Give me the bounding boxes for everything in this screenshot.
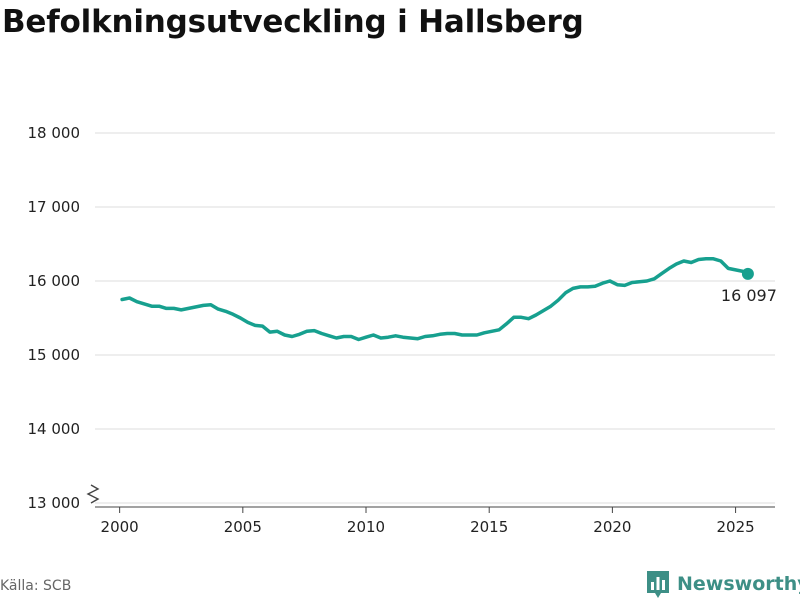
y-tick-label: 13 000 <box>28 494 81 512</box>
y-tick-labels: 13 000 14 000 15 000 16 000 17 000 18 000 <box>28 124 81 512</box>
newsworthy-brand: Newsworthy <box>645 569 800 599</box>
x-tick-label: 2020 <box>593 518 631 536</box>
y-tick-label: 15 000 <box>28 346 81 364</box>
bar-chart-speech-bubble-icon <box>647 571 669 598</box>
latest-value-marker <box>741 267 754 280</box>
x-tick-label: 2025 <box>716 518 754 536</box>
y-tick-label: 18 000 <box>28 124 81 142</box>
population-series-line <box>120 257 750 342</box>
x-tick-label: 2000 <box>101 518 139 536</box>
source-label: Källa: SCB <box>0 578 72 594</box>
zigzag-axis-break-icon <box>86 484 100 504</box>
y-tick-label: 17 000 <box>28 198 81 216</box>
y-gridlines <box>95 132 775 504</box>
chart-title: Befolkningsutveckling i Hallsberg <box>2 4 584 40</box>
brand-name: Newsworthy <box>677 573 800 595</box>
latest-value-label: 16 097 <box>721 286 777 305</box>
x-tick-labels: 2000 2005 2010 2015 2020 2025 <box>101 518 755 536</box>
y-tick-label: 16 000 <box>28 272 81 290</box>
y-tick-label: 14 000 <box>28 420 81 438</box>
x-tick-label: 2010 <box>347 518 385 536</box>
x-tick-label: 2005 <box>224 518 262 536</box>
x-tick-label: 2015 <box>470 518 508 536</box>
population-line-chart: 13 000 14 000 15 000 16 000 17 000 18 000 200… <box>28 124 777 536</box>
x-axis <box>95 506 775 513</box>
